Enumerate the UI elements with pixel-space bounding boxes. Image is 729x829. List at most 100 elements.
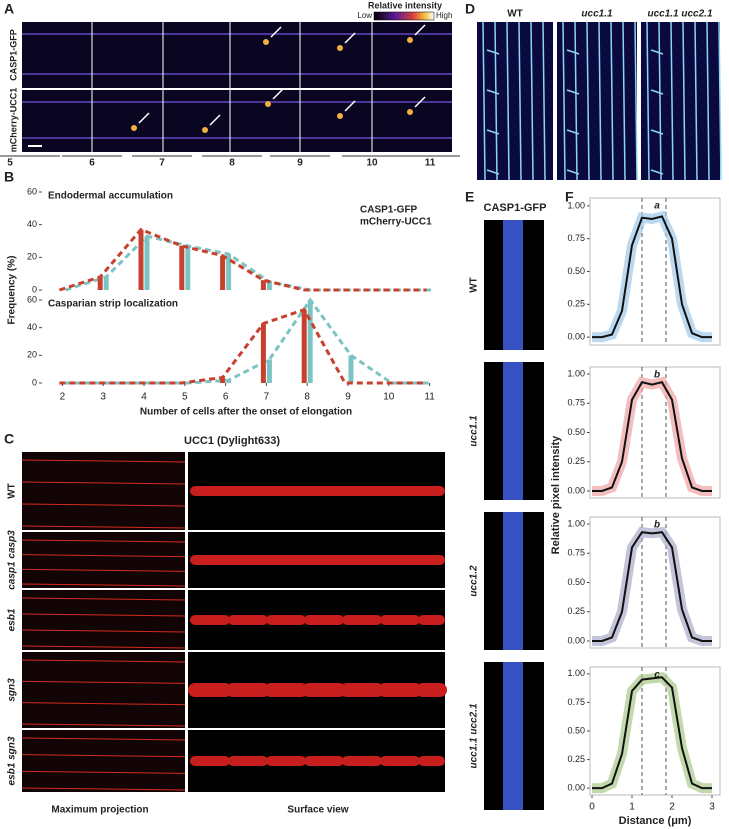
x-tick-label: 4 [141, 392, 147, 403]
row-label: mCherry-UCC1 [8, 88, 18, 153]
strip [574, 21, 578, 181]
image-bg [477, 22, 553, 180]
y-tick-label: 0.25 [567, 299, 585, 309]
plot-frame [589, 366, 721, 499]
strip [650, 169, 664, 175]
strip [650, 129, 664, 135]
cell-number: 8 [229, 158, 235, 169]
strip [650, 89, 664, 95]
x-axis-label: Number of cells after the onset of elong… [140, 407, 352, 418]
strip [503, 220, 523, 350]
strip [21, 723, 186, 727]
signal [337, 45, 343, 51]
cell-number: 10 [366, 158, 378, 169]
micrograph-a [22, 22, 452, 152]
y-tick-label: 60 [27, 186, 37, 196]
plot-frame [589, 666, 721, 796]
micrograph-d [477, 21, 722, 181]
x-tick-label: 7 [264, 392, 270, 403]
y-tick-label: 0.00 [567, 332, 585, 342]
strip [694, 21, 698, 181]
y-tick-label: 0.00 [567, 485, 585, 495]
row-label: ucc1.1 [469, 415, 480, 447]
x-tick-label: 3 [709, 802, 715, 813]
y-tick-label: 0.25 [567, 456, 585, 466]
y-tick-label: 0.00 [567, 783, 585, 793]
mean-line [592, 676, 712, 790]
colorbar-high: High [436, 11, 452, 20]
strip [21, 754, 186, 758]
strip [21, 539, 186, 543]
row-label: ucc1.2 [469, 565, 480, 597]
bar [226, 254, 232, 290]
bar [179, 245, 185, 290]
row-label: esb1 [7, 608, 18, 631]
signal [202, 127, 208, 133]
y-tick-label: 0.75 [567, 233, 585, 243]
panel-letter: C [4, 431, 14, 447]
strip [610, 21, 614, 181]
image-bg [22, 652, 185, 728]
chart-title: Casparian strip localization [48, 299, 178, 310]
y-tick-label: 0.75 [567, 697, 585, 707]
x-tick-label: 6 [223, 392, 229, 403]
x-tick-label: 5 [182, 392, 188, 403]
y-tick-label: 20 [27, 252, 37, 262]
trace-band [592, 526, 712, 646]
arrow [414, 24, 426, 36]
strip [21, 554, 186, 558]
strip [622, 21, 626, 181]
trend-line [65, 297, 433, 385]
x-tick-label: 1 [629, 802, 635, 813]
legend-entry: CASP1-GFP [360, 205, 418, 216]
bar [220, 255, 226, 290]
colorbar-title: Relative intensity [368, 0, 442, 10]
strip [21, 613, 186, 617]
arrow [272, 88, 284, 100]
image-bg [22, 22, 452, 88]
column-label: ucc1.1 ucc2.1 [647, 9, 712, 20]
column-label: Surface view [287, 805, 348, 816]
row-label: WT [469, 277, 480, 293]
signal [263, 39, 269, 45]
cell-number: 5 [7, 158, 13, 169]
arrow [138, 112, 150, 124]
colorbar-low: Low [357, 11, 372, 20]
strip [566, 89, 580, 95]
x-axis-label: Distance (μm) [619, 815, 692, 827]
x-tick-label: 10 [383, 392, 395, 403]
x-tick-label: 0 [589, 802, 595, 813]
strip [542, 21, 546, 181]
bar [97, 276, 103, 290]
image-bg [22, 90, 452, 152]
strip [486, 49, 500, 55]
micrograph-c [21, 452, 447, 792]
strip [562, 21, 566, 181]
row-label: esb1 sgn3 [7, 736, 18, 785]
annotation: b [654, 520, 660, 531]
strip [21, 568, 186, 572]
y-tick-label: 1.00 [567, 368, 585, 378]
x-tick-label: 8 [304, 392, 310, 403]
y-axis-label: Relative pixel intensity [550, 435, 562, 554]
row-label: casp1 casp3 [7, 530, 18, 590]
micrograph-e [484, 220, 544, 810]
y-tick-label: 20 [27, 350, 37, 360]
image-bg [22, 730, 185, 792]
image-bg [22, 452, 185, 530]
strip [21, 645, 186, 649]
y-tick-label: 0.75 [567, 398, 585, 408]
annotation: b [654, 370, 660, 381]
strip [646, 21, 650, 181]
y-tick-label: 0.50 [567, 577, 585, 587]
row-label: sgn3 [7, 678, 18, 702]
strip [21, 597, 186, 601]
arrow [344, 32, 356, 44]
colorbar [373, 11, 435, 21]
bar [348, 355, 354, 383]
bar [138, 229, 144, 290]
strip [658, 21, 662, 181]
y-tick-label: 1.00 [567, 518, 585, 528]
mean-line [592, 215, 712, 339]
